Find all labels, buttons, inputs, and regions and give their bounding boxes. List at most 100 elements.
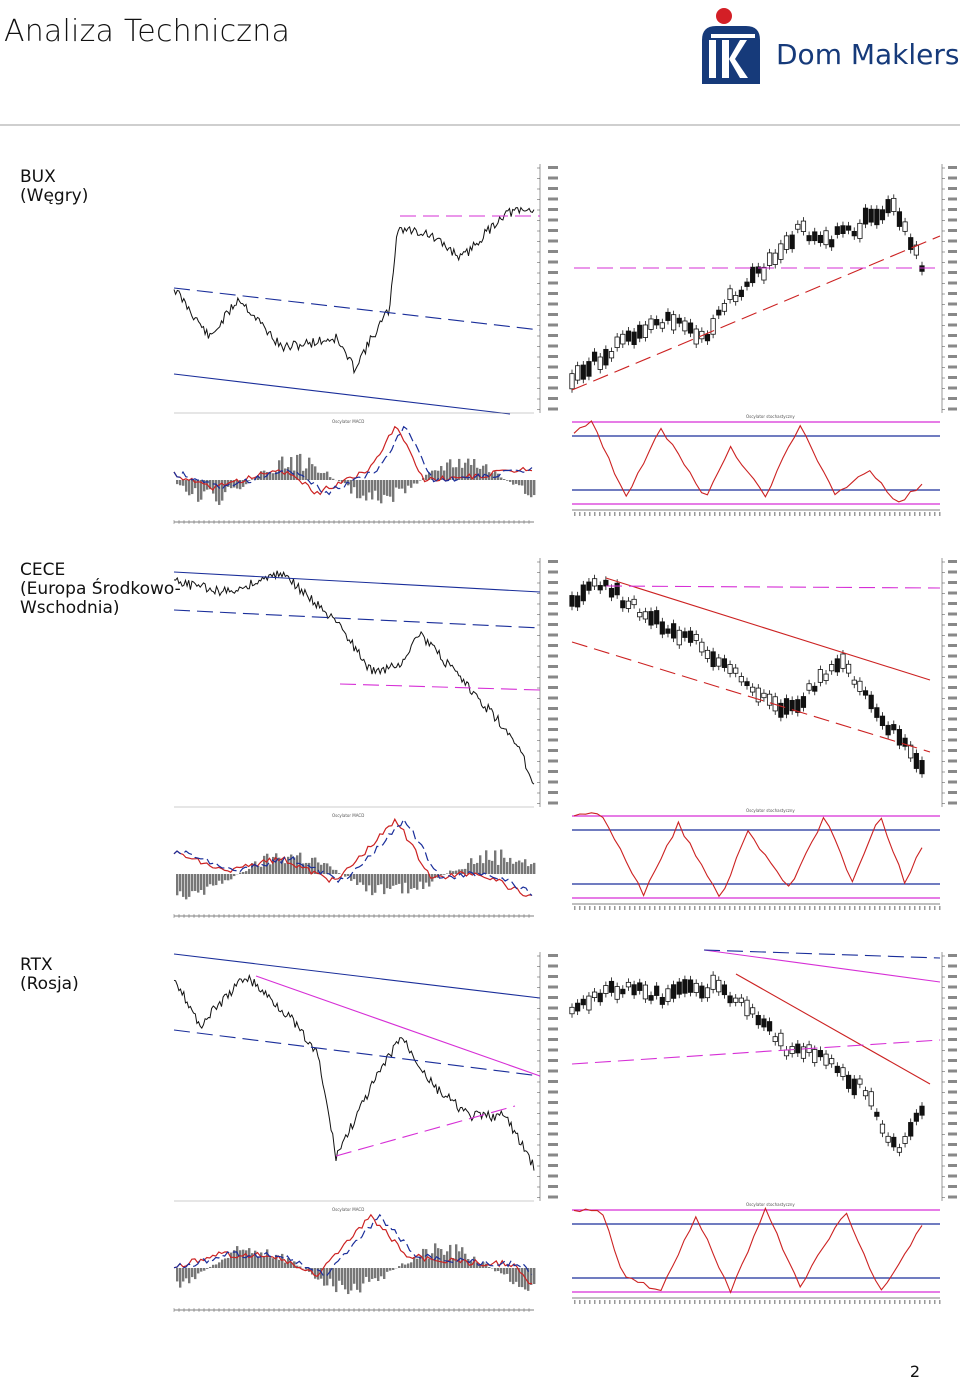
macd-histogram-bar [347, 1268, 349, 1294]
axis-tick-label [948, 1164, 957, 1167]
candle-body [734, 998, 738, 1002]
date-tick-label [849, 1300, 851, 1304]
date-tick-label [744, 906, 746, 910]
date-tick-label [684, 906, 686, 910]
macd-histogram-bar [401, 480, 403, 489]
macd-histogram-bar [365, 874, 367, 891]
axis-tick-label [948, 718, 957, 721]
macd-histogram-bar [257, 1256, 259, 1268]
axis-tick-label [948, 261, 957, 264]
header-divider [0, 124, 960, 126]
candle-body [666, 312, 670, 320]
date-tick-label [889, 906, 891, 910]
date-tick-label [794, 1300, 796, 1304]
date-tick-label [799, 512, 801, 516]
date-tick-label [894, 1300, 896, 1304]
candle-body [739, 998, 743, 1002]
axis-tick-label [548, 560, 558, 563]
date-tick-label [734, 906, 736, 910]
candle-body [920, 266, 924, 272]
axis-tick-label [948, 770, 957, 773]
candle-body [869, 1092, 873, 1106]
macd-histogram-bar [503, 1268, 505, 1274]
macd-histogram-bar [356, 480, 358, 498]
macd-histogram-bar [401, 874, 403, 893]
macd-histogram-bar [290, 457, 292, 480]
candle-body [909, 1122, 913, 1136]
candle-body [745, 1000, 749, 1016]
axis-tick-label [548, 802, 558, 805]
date-tick-label [669, 906, 671, 910]
axis-tick-label [548, 644, 558, 647]
axis-tick-label [948, 791, 957, 794]
candle-body [745, 282, 749, 286]
axis-tick-label [548, 208, 558, 211]
macd-histogram-bar [368, 874, 370, 885]
date-tick-label [704, 512, 706, 516]
candle-body [790, 235, 794, 249]
candle-body [609, 352, 613, 358]
date-tick-label [734, 1300, 736, 1304]
date-tick-label [814, 1300, 816, 1304]
date-tick-label [939, 1300, 941, 1304]
macd-histogram-bar [410, 874, 412, 889]
date-tick-label [779, 1300, 781, 1304]
axis-tick-label [948, 324, 957, 327]
date-tick-label [669, 512, 671, 516]
date-tick-label [694, 512, 696, 516]
date-tick-label [879, 906, 881, 910]
date-tick-label [699, 1300, 701, 1304]
axis-tick-label [948, 1133, 957, 1136]
trend-line [336, 1106, 515, 1156]
candle-body [897, 729, 901, 745]
date-tick-label [929, 512, 931, 516]
macd-histogram-bar [308, 458, 310, 480]
date-tick-label [714, 1300, 716, 1304]
axis-tick-label [548, 1007, 558, 1010]
axis-tick-label [548, 1017, 558, 1020]
macd-histogram-bar [383, 480, 385, 495]
date-tick-label [894, 906, 896, 910]
axis-tick-label [948, 560, 957, 563]
macd-histogram-bar [389, 874, 391, 889]
date-tick-label [644, 512, 646, 516]
date-tick-label [729, 906, 731, 910]
candle-body [886, 725, 890, 735]
macd-label: Oscylator MACD [332, 813, 364, 818]
date-tick-label [774, 906, 776, 910]
macd-histogram-bar [533, 863, 535, 874]
date-tick-label [594, 906, 596, 910]
trend-line [606, 586, 940, 588]
date-tick-label [684, 512, 686, 516]
macd-histogram-bar [224, 1258, 226, 1268]
candle-body [852, 1079, 856, 1095]
candle-body [671, 315, 675, 330]
candle-body [796, 1044, 800, 1053]
axis-tick-label [548, 1080, 558, 1083]
date-tick-label [624, 906, 626, 910]
date-tick-label [739, 512, 741, 516]
macd-histogram-bar [380, 874, 382, 884]
candle-body [666, 989, 670, 1002]
macd-histogram-bar [488, 1267, 490, 1268]
section-subtitle: (Rosja) [20, 975, 79, 994]
candle-body [818, 670, 822, 683]
axis-tick-label [548, 366, 558, 369]
axis-tick-label [948, 366, 957, 369]
axis-tick-label [548, 1091, 558, 1094]
macd-histogram-bar [275, 853, 277, 874]
date-tick-label [909, 512, 911, 516]
macd-histogram-bar [512, 480, 514, 485]
date-tick-label [874, 1300, 876, 1304]
macd-histogram-bar [512, 1268, 514, 1284]
macd-histogram-bar [530, 864, 532, 874]
macd-histogram-bar [353, 480, 355, 487]
stochastic-label: Oscylator stochastyczny [746, 808, 795, 813]
axis-tick-label [548, 282, 558, 285]
macd-histogram-bar [242, 872, 244, 874]
axis-tick-label [548, 1185, 558, 1188]
macd-histogram-bar [179, 874, 181, 891]
macd-histogram-bar [359, 480, 361, 498]
candle-body [615, 337, 619, 348]
macd-histogram-bar [281, 1254, 283, 1268]
